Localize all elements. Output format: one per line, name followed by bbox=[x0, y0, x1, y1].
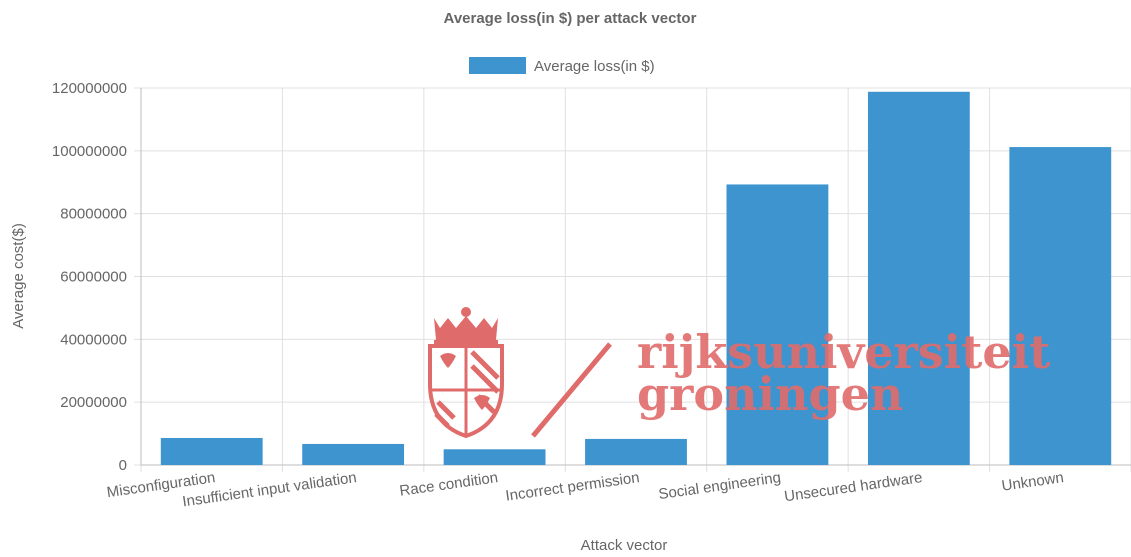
legend[interactable]: Average loss(in $) bbox=[469, 57, 655, 75]
bars bbox=[160, 91, 1112, 466]
x-tick-label: Race condition bbox=[398, 469, 499, 500]
bar[interactable] bbox=[726, 184, 829, 466]
x-tick-label: Incorrect permission bbox=[504, 469, 640, 505]
y-tick-label: 40000000 bbox=[60, 331, 127, 348]
university-crest-icon bbox=[428, 307, 504, 439]
y-tick-label: 80000000 bbox=[60, 206, 127, 223]
y-axis-ticks: 0 20000000 40000000 60000000 80000000 1000000… bbox=[52, 80, 127, 474]
y-tick-label: 120000000 bbox=[52, 80, 127, 97]
watermark-divider bbox=[531, 342, 612, 438]
chart-title: Average loss(in $) per attack vector bbox=[444, 10, 697, 27]
y-tick-label: 100000000 bbox=[52, 143, 127, 160]
x-tick-label: Unknown bbox=[1001, 469, 1065, 495]
legend-label: Average loss(in $) bbox=[534, 58, 655, 75]
watermark-line-2: groningen bbox=[637, 367, 903, 421]
watermark-line-1: rijksuniversiteit bbox=[637, 325, 1051, 379]
bar[interactable] bbox=[443, 449, 546, 465]
legend-swatch bbox=[469, 57, 526, 74]
x-tick-label: Unsecured hardware bbox=[783, 469, 923, 505]
y-tick-label: 20000000 bbox=[60, 394, 127, 411]
bar[interactable] bbox=[302, 443, 405, 465]
x-axis-label: Attack vector bbox=[581, 537, 668, 554]
bar[interactable] bbox=[867, 91, 970, 466]
bar[interactable] bbox=[160, 437, 263, 465]
y-axis-label: Average cost($) bbox=[10, 223, 27, 329]
bar[interactable] bbox=[1009, 147, 1112, 465]
grid bbox=[134, 87, 1131, 472]
watermark: rijksuniversiteit groningen bbox=[428, 307, 1051, 439]
bar[interactable] bbox=[585, 438, 687, 465]
y-tick-label: 0 bbox=[119, 457, 127, 474]
x-tick-label: Social engineering bbox=[657, 469, 782, 503]
y-tick-label: 60000000 bbox=[60, 269, 127, 286]
